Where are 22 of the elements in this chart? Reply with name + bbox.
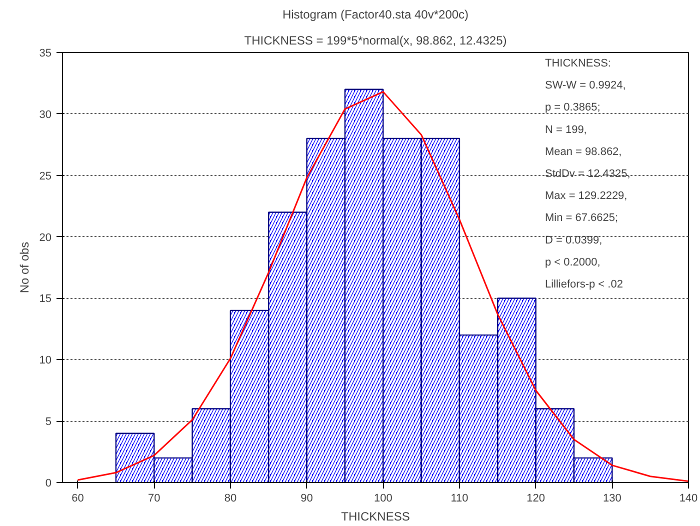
y-tick-label: 35 xyxy=(39,48,52,60)
y-tick-label: 15 xyxy=(39,293,52,306)
x-tick-label: 110 xyxy=(450,492,468,504)
x-tick-label: 90 xyxy=(300,492,313,504)
y-tick-label: 10 xyxy=(39,354,52,367)
x-tick-label: 80 xyxy=(224,492,237,504)
y-axis-title: No of obs xyxy=(17,242,32,294)
x-tick-label: 60 xyxy=(72,492,84,504)
y-tick-label: 0 xyxy=(45,478,52,490)
x-tick-label: 100 xyxy=(374,492,392,504)
y-tick-label: 5 xyxy=(45,416,52,428)
y-tick-label: 25 xyxy=(39,170,52,182)
x-tick-label: 130 xyxy=(602,492,622,504)
x-tick-label: 120 xyxy=(526,492,545,504)
line-series xyxy=(77,91,688,482)
chart-title: Histogram (Factor40.sta 40v*200c) xyxy=(282,8,469,22)
x-axis-title: THICKNESS xyxy=(341,510,410,524)
y-tick-label: 30 xyxy=(39,108,52,121)
x-tick-label: 70 xyxy=(148,492,160,504)
x-tick-label: 140 xyxy=(679,492,698,504)
chart-subtitle: THICKNESS = 199*5*normal(x, 98.862, 12.4325) xyxy=(244,34,507,48)
y-tick-label: 20 xyxy=(39,232,52,244)
